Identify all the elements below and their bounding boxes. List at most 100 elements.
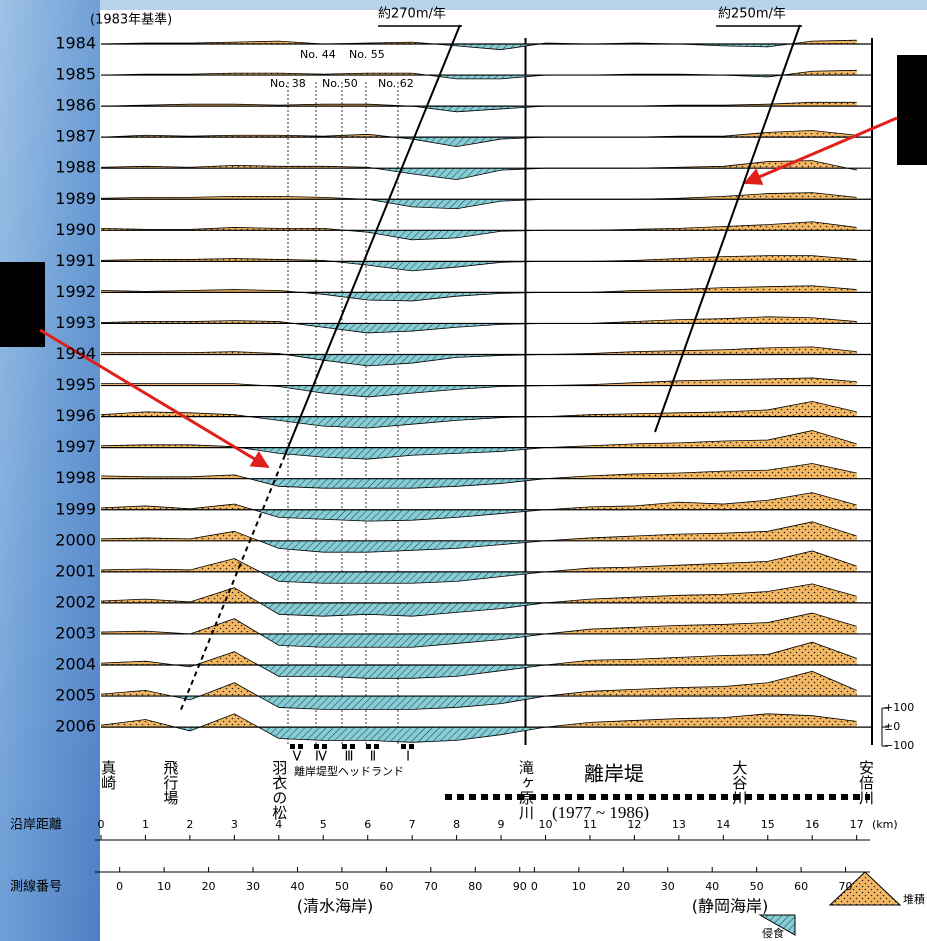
x-tick-label: 12 <box>627 818 641 831</box>
headland-mark <box>374 744 379 749</box>
headland-mark <box>350 744 355 749</box>
year-label: 1985 <box>55 65 96 84</box>
x-tick-label: 14 <box>716 818 730 831</box>
x-tick-label: 15 <box>761 818 775 831</box>
legend-erosion: 侵食 <box>762 926 784 940</box>
headland-mark <box>314 744 319 749</box>
year-label: 2002 <box>55 592 96 611</box>
year-label: 1999 <box>55 499 96 518</box>
chart: (1983年基準) 離岸堤 (1977 ~ 1986) 離岸堤型ヘッドランド 沿… <box>0 0 927 941</box>
x-tick-label: 16 <box>805 818 819 831</box>
year-label: 1991 <box>55 251 96 270</box>
line-number-label: 0 <box>116 880 123 893</box>
headland-numeral: Ⅰ <box>406 750 410 765</box>
line-number-label: 50 <box>335 880 349 893</box>
line-number-label: 60 <box>379 880 393 893</box>
x-tick-label: 5 <box>320 818 327 831</box>
line-number-label: 20 <box>202 880 216 893</box>
x-tick-label: 11 <box>583 818 597 831</box>
line-number-label: 10 <box>572 880 586 893</box>
survey-line-label: No. 50 <box>322 77 358 90</box>
headland-numeral: Ⅳ <box>315 750 327 765</box>
chart-title: (1983年基準) <box>90 12 172 28</box>
x-axis-label: 沿岸距離 <box>10 818 62 833</box>
survey-line-label: No. 44 <box>300 48 336 61</box>
place-label: 羽衣の松 <box>270 760 288 820</box>
place-label: 滝ヶ原川 <box>517 760 535 820</box>
line-number-label: 60 <box>794 880 808 893</box>
line-number-label: 80 <box>468 880 482 893</box>
headland-numeral: Ⅲ <box>345 750 354 765</box>
headland-mark <box>342 744 347 749</box>
year-label: 1998 <box>55 468 96 487</box>
headland-mark <box>401 744 406 749</box>
year-label: 1987 <box>55 127 96 146</box>
x-tick-label: 6 <box>364 818 371 831</box>
x-tick-label: 1 <box>142 818 149 831</box>
x-tick-label: 3 <box>231 818 238 831</box>
year-label: 1997 <box>55 437 96 456</box>
year-label: 1990 <box>55 220 96 239</box>
headland-mark <box>366 744 371 749</box>
year-label: 1986 <box>55 96 96 115</box>
headland-mark <box>409 744 414 749</box>
line-number-label: 40 <box>705 880 719 893</box>
year-label: 2000 <box>55 530 96 549</box>
coast-name: (静岡海岸) <box>692 897 769 916</box>
line-number-label: 30 <box>246 880 260 893</box>
headland-numeral: Ⅱ <box>370 750 376 765</box>
rate-annotation: 約270m/年 <box>378 7 446 22</box>
mask-box <box>0 262 45 347</box>
survey-line-label: No. 38 <box>270 77 306 90</box>
x-tick-label: 4 <box>275 818 282 831</box>
x-tick-label: 17 <box>850 818 864 831</box>
legend-deposit: 堆積 <box>903 892 925 906</box>
headland-mark <box>322 744 327 749</box>
year-label: 2004 <box>55 655 96 674</box>
x-tick-label: 0 <box>98 818 105 831</box>
place-label: 大谷川 <box>730 760 748 805</box>
coast-name: (清水海岸) <box>297 897 374 916</box>
mask-box <box>897 55 927 165</box>
survey-line-label: No. 62 <box>378 77 414 90</box>
year-label: 1984 <box>55 34 96 53</box>
year-label: 1988 <box>55 158 96 177</box>
year-label: 2005 <box>55 686 96 705</box>
year-label: 2001 <box>55 561 96 580</box>
line-number-label: 50 <box>750 880 764 893</box>
place-label: 安倍川 <box>857 760 875 805</box>
headland-mark <box>290 744 295 749</box>
line-number-label: 30 <box>661 880 675 893</box>
place-label: 真崎 <box>99 759 117 790</box>
headland-numeral: Ⅴ <box>293 750 302 765</box>
breakwater-label: 離岸堤 <box>584 762 644 786</box>
line-number-label: 70 <box>839 880 853 893</box>
headland-mark <box>298 744 303 749</box>
x-tick-label: 9 <box>498 818 505 831</box>
x-tick-label: 2 <box>186 818 193 831</box>
x-unit: (km) <box>872 818 898 831</box>
line-number-label: 20 <box>616 880 630 893</box>
year-label: 1994 <box>55 344 96 363</box>
scale-label: ±0 <box>884 720 900 733</box>
survey-line-label: No. 55 <box>349 48 385 61</box>
x-tick-label: 8 <box>453 818 460 831</box>
year-label: 1995 <box>55 375 96 394</box>
line-number-label: 70 <box>424 880 438 893</box>
rate-annotation: 約250m/年 <box>718 7 786 22</box>
year-label: 2003 <box>55 623 96 642</box>
line-number-label: 10 <box>157 880 171 893</box>
year-label: 1992 <box>55 282 96 301</box>
place-label: 飛行場 <box>161 760 179 805</box>
headland-label: 離岸堤型ヘッドランド <box>294 764 404 778</box>
year-label: 1996 <box>55 406 96 425</box>
scale-label: −100 <box>884 739 914 752</box>
year-label: 2006 <box>55 717 96 736</box>
line-number-label: 90 <box>513 880 527 893</box>
line-number-label: 測線番号 <box>10 879 62 895</box>
scale-label: +100 <box>884 701 914 714</box>
x-tick-label: 10 <box>539 818 553 831</box>
year-label: 1989 <box>55 189 96 208</box>
year-label: 1993 <box>55 313 96 332</box>
line-number-label: 40 <box>290 880 304 893</box>
